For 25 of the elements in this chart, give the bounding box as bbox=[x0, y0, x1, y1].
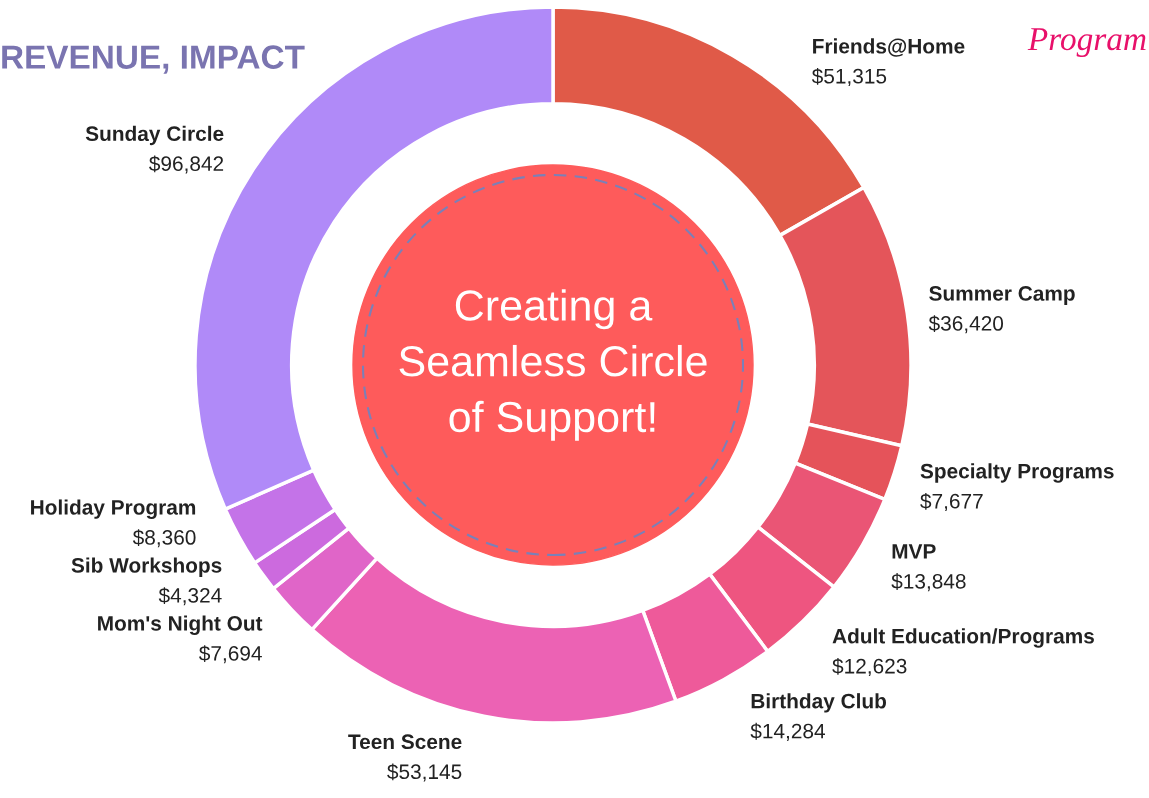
text: Program bbox=[1027, 28, 1146, 58]
data-label: $7,694 bbox=[199, 645, 262, 664]
slice-label: Holiday Program bbox=[31, 499, 196, 519]
data-label: $13,848 bbox=[891, 573, 966, 592]
data-label: $51,315 bbox=[811, 67, 887, 87]
data-label: $12,623 bbox=[832, 657, 907, 677]
data-label: $8,360 bbox=[132, 529, 196, 548]
data-label: $7,677 bbox=[920, 492, 983, 512]
data-label: $96,842 bbox=[149, 155, 224, 174]
slice-label: Sib Workshops bbox=[71, 557, 222, 577]
slice-label: MVP bbox=[892, 544, 936, 559]
slice-label: Friends@Home bbox=[813, 38, 965, 57]
data-label: $53,145 bbox=[387, 763, 462, 782]
slice-label: Specialty Programs bbox=[920, 463, 1114, 483]
slice-label: Teen Scene bbox=[348, 734, 462, 750]
slice-label: Adult Education/Programs bbox=[832, 628, 1094, 648]
text: Creating a Seamless Circle of Support! bbox=[399, 289, 707, 441]
data-label: $4,324 bbox=[158, 587, 222, 606]
slice-label: Mom's Night Out bbox=[98, 615, 263, 635]
slice-label: Birthday Club bbox=[751, 693, 887, 713]
slice-label: Summer Camp bbox=[929, 286, 1075, 305]
data-label: $14,284 bbox=[750, 722, 825, 741]
data-label: $36,420 bbox=[928, 315, 1004, 334]
slice-label: Sunday Circle bbox=[85, 125, 224, 146]
text: REVENUE, IMPACT bbox=[2, 45, 305, 74]
